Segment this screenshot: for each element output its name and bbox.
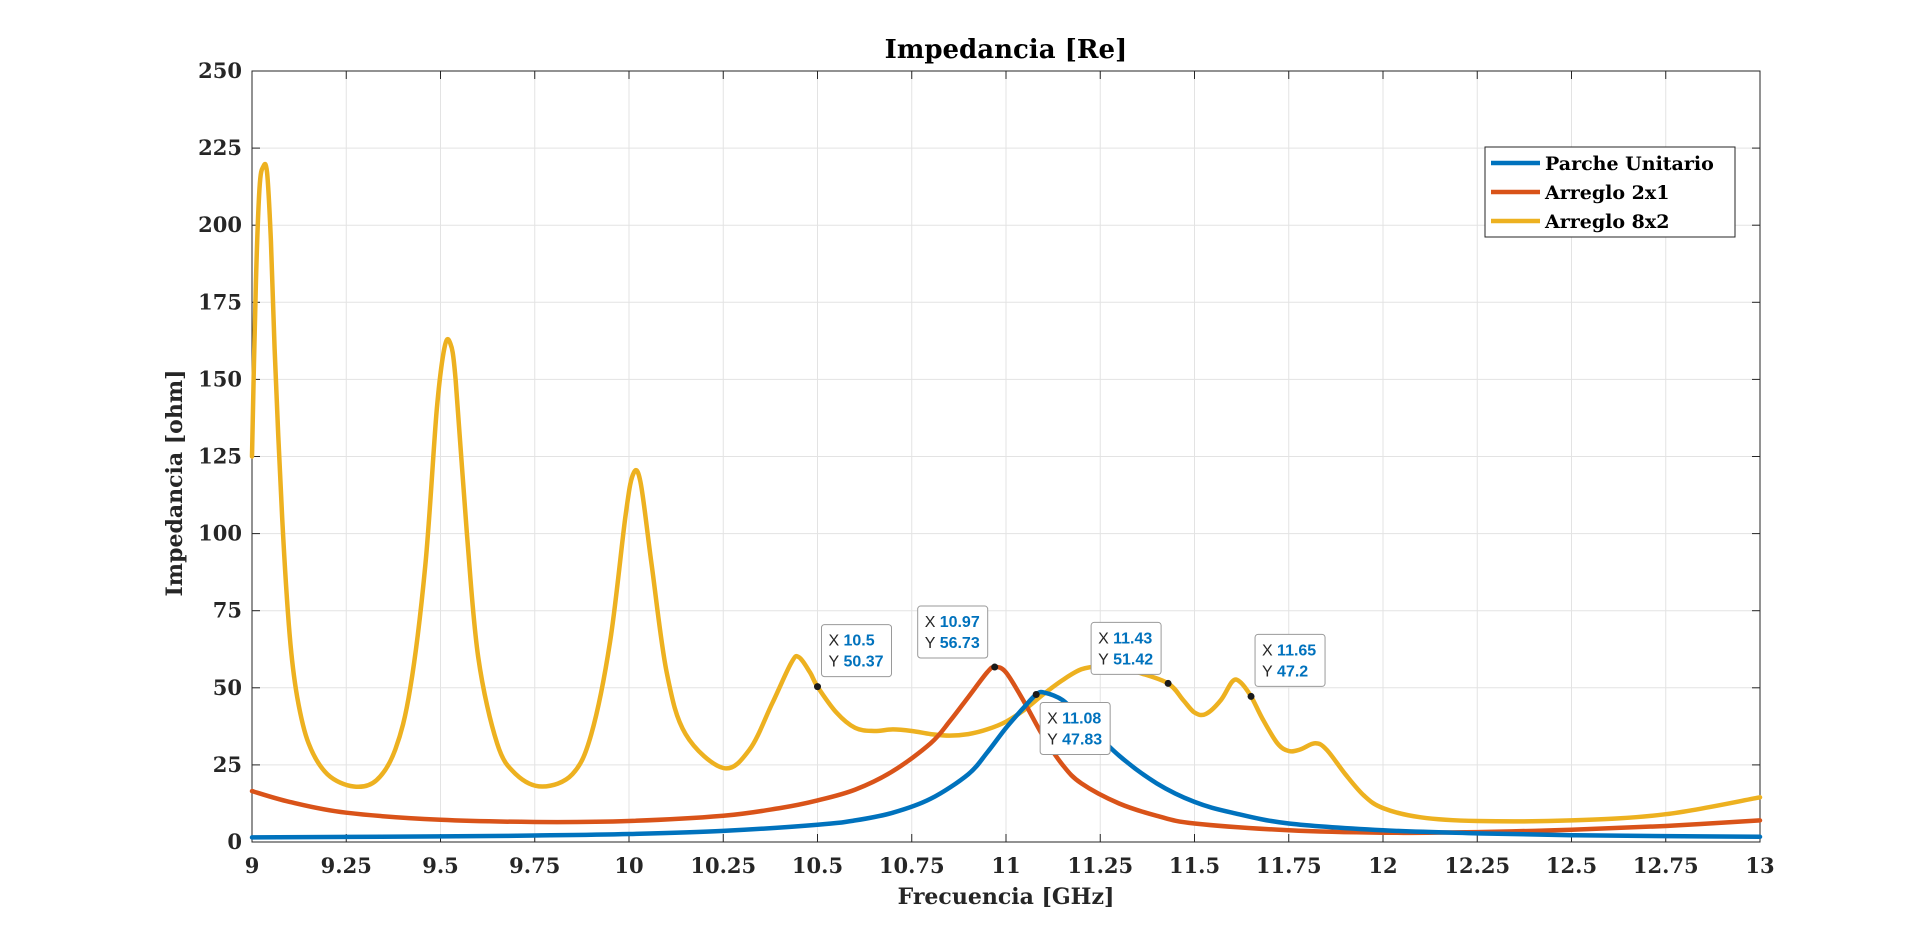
datatip-x-key: X [1262, 642, 1273, 659]
datatip[interactable]: X 11.08Y 47.83 [1032, 690, 1111, 755]
x-tick-label: 10.5 [792, 853, 843, 878]
datatip-y-key: Y [1098, 651, 1109, 668]
legend: Parche Unitario Arreglo 2x1 Arreglo 8x2 [1484, 146, 1736, 238]
datatip-y-key: Y [925, 635, 936, 652]
datatip-box [1090, 621, 1162, 675]
legend-label-arreglo-8x2: Arreglo 8x2 [1544, 211, 1669, 233]
y-tick-label: 0 [227, 829, 242, 854]
datatip-box [821, 624, 892, 678]
y-tick-label: 225 [198, 135, 242, 160]
datatip-y-value: 51.42 [1113, 651, 1153, 668]
x-tick-label: 10.75 [879, 853, 945, 878]
x-tick-label: 11.5 [1169, 853, 1220, 878]
y-tick-label: 75 [213, 598, 242, 623]
datatip-y-value: 47.2 [1277, 663, 1308, 680]
datatip-y-value: 47.83 [1062, 731, 1102, 748]
datatip-marker [1032, 690, 1040, 698]
datatip-y-value: 50.37 [844, 654, 884, 671]
datatip-box [1039, 701, 1111, 755]
x-tick-label: 12.5 [1546, 853, 1597, 878]
datatip-marker [991, 663, 999, 671]
x-tick-label: 11 [991, 853, 1020, 878]
x-tick-label: 9.25 [321, 853, 372, 878]
x-axis-label: Frecuencia [GHz] [898, 884, 1115, 910]
datatip-x-key: X [925, 614, 936, 631]
x-tick-label: 9.5 [422, 853, 459, 878]
data-tips: X 10.5Y 50.37X 10.97Y 56.73X 11.08Y 47.83X 11.4… [814, 605, 1326, 755]
y-tick-label: 175 [198, 289, 242, 314]
datatip[interactable]: X 10.5Y 50.37 [814, 624, 892, 691]
series-line-arreglo-8x2 [249, 161, 1763, 824]
datatip[interactable]: X 11.65Y 47.2 [1247, 633, 1326, 700]
y-axis-label: Impedancia [ohm] [162, 369, 188, 596]
x-tick-label: 9 [245, 853, 260, 878]
y-tick-label: 125 [198, 444, 242, 469]
datatip-x-key: X [1047, 710, 1058, 727]
x-tick-label: 12.75 [1633, 853, 1699, 878]
datatip-box [917, 605, 989, 659]
x-tick-label: 11.75 [1256, 853, 1322, 878]
datatip-marker [1247, 692, 1255, 700]
datatip-x-key: X [829, 633, 840, 650]
x-tick-label: 11.25 [1067, 853, 1133, 878]
datatip-y-key: Y [829, 654, 840, 671]
datatip-x-key: X [1098, 630, 1109, 647]
datatip-x-value: 10.5 [844, 633, 875, 650]
datatip-x-value: 11.08 [1062, 710, 1101, 727]
x-tick-label: 9.75 [509, 853, 560, 878]
y-tick-label: 150 [198, 366, 242, 391]
y-tick-label: 50 [213, 675, 242, 700]
y-tick-label: 200 [198, 212, 242, 237]
x-tick-labels: 9 9.25 9.5 9.75 10 10.25 10.5 10.75 11 11.25 11.5 1… [245, 853, 1775, 878]
x-tick-label: 13 [1745, 853, 1774, 878]
datatip[interactable]: X 10.97Y 56.73 [917, 605, 999, 671]
datatip-y-value: 56.73 [940, 635, 980, 652]
datatip-box [1254, 633, 1326, 687]
chart-title: Impedancia [Re] [885, 35, 1128, 65]
x-tick-label: 10 [614, 853, 643, 878]
x-tick-label: 12.25 [1444, 853, 1510, 878]
x-tick-label: 10.25 [690, 853, 756, 878]
legend-label-parche-unitario: Parche Unitario [1545, 153, 1714, 175]
y-tick-label: 25 [213, 752, 242, 777]
y-tick-labels: 0 25 50 75 100 125 150 175 200 225 250 [198, 58, 242, 854]
y-tick-label: 250 [198, 58, 242, 83]
datatip-marker [1164, 679, 1172, 687]
y-tick-label: 100 [198, 521, 242, 546]
datatip[interactable]: X 11.43Y 51.42 [1090, 621, 1172, 687]
datatip-x-value: 11.43 [1113, 630, 1152, 647]
datatip-x-value: 10.97 [940, 614, 980, 631]
datatip-marker [814, 683, 821, 691]
x-tick-label: 12 [1368, 853, 1397, 878]
datatip-x-value: 11.65 [1277, 642, 1316, 659]
datatip-y-key: Y [1262, 663, 1273, 680]
legend-label-arreglo-2x1: Arreglo 2x1 [1544, 182, 1669, 204]
datatip-y-key: Y [1047, 731, 1058, 748]
